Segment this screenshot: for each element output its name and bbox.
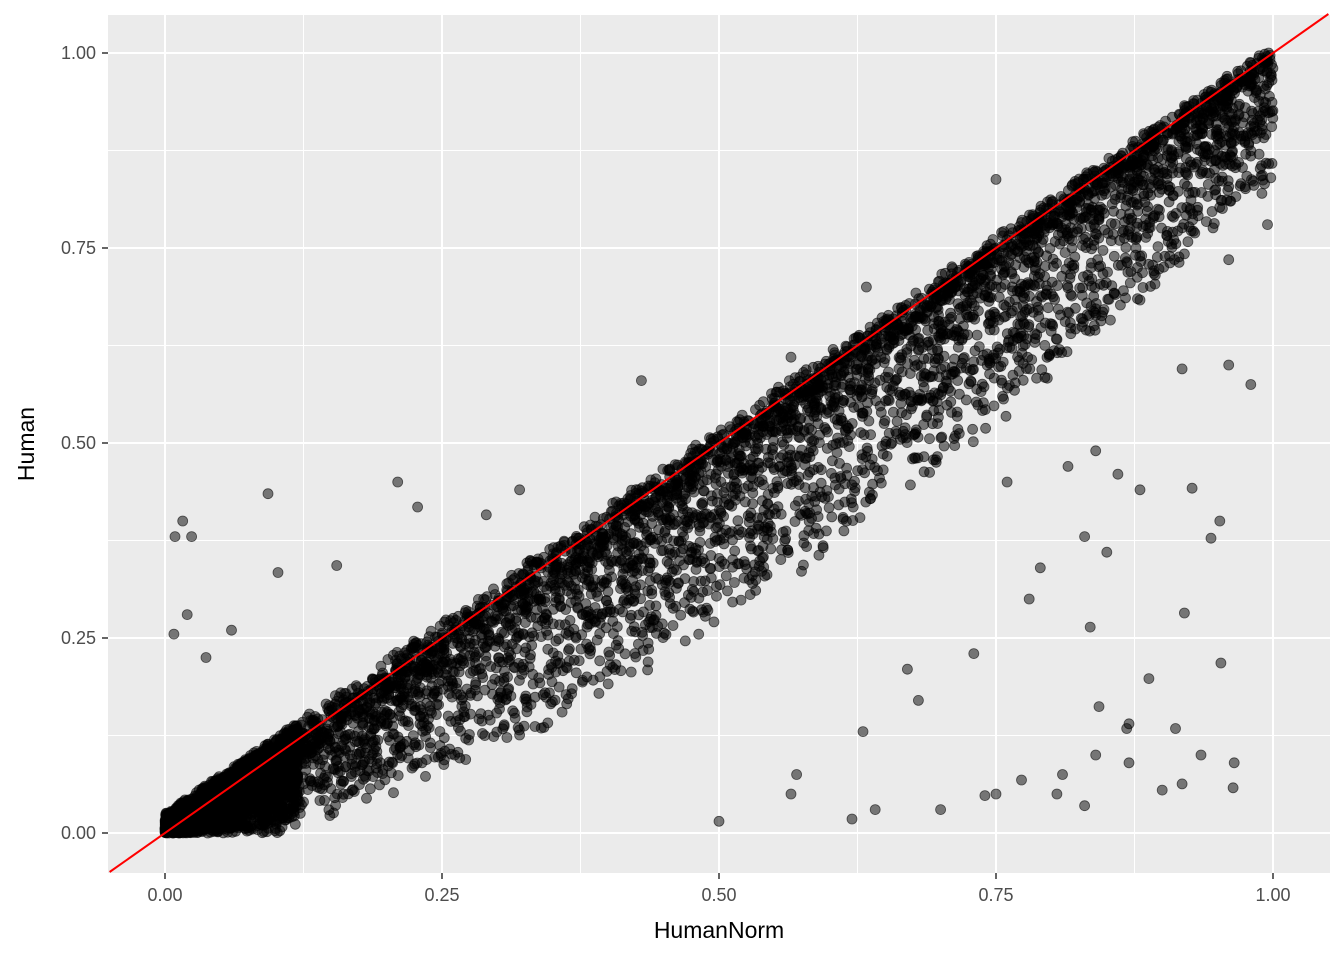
data-point (863, 370, 874, 382)
data-point (826, 511, 838, 523)
data-point (540, 608, 552, 620)
data-point (1000, 410, 1012, 422)
data-point (361, 792, 372, 804)
data-point (727, 596, 738, 608)
data-point (711, 580, 722, 592)
data-point (798, 537, 810, 549)
data-point (718, 486, 730, 498)
data-point (722, 585, 733, 597)
data-point (747, 498, 758, 510)
data-point (799, 482, 811, 494)
data-point (945, 307, 956, 319)
data-point (1158, 261, 1169, 273)
data-point (694, 521, 706, 533)
data-point (438, 759, 450, 770)
data-point (971, 329, 983, 341)
data-point (965, 375, 977, 387)
data-point (842, 435, 854, 446)
data-point (392, 770, 404, 781)
data-point (1179, 178, 1190, 189)
data-point (949, 440, 961, 452)
data-point (701, 474, 713, 486)
data-point (1061, 346, 1073, 358)
data-point (1152, 241, 1164, 253)
data-point (667, 602, 679, 614)
data-point (924, 433, 935, 445)
data-point (532, 620, 544, 632)
data-point (813, 549, 825, 561)
data-point (757, 396, 769, 408)
data-point (938, 350, 950, 362)
data-point (1202, 178, 1214, 190)
data-point (817, 540, 829, 552)
data-point (967, 436, 979, 448)
data-point (1137, 282, 1149, 293)
data-point (1246, 174, 1257, 186)
data-point (667, 620, 679, 631)
data-point (993, 291, 1005, 303)
data-point (1108, 250, 1120, 262)
data-point (1017, 374, 1029, 386)
data-point (535, 631, 547, 642)
data-point (883, 366, 894, 378)
data-point (827, 455, 838, 467)
data-point (1181, 153, 1192, 165)
data-point (636, 626, 648, 638)
data-point (594, 655, 606, 667)
data-point (553, 681, 565, 693)
data-point (514, 675, 525, 686)
data-point (952, 423, 964, 435)
data-points (159, 47, 1279, 839)
data-point (729, 577, 740, 588)
data-point (364, 783, 376, 795)
data-point (740, 440, 752, 452)
data-point (520, 642, 532, 654)
data-point (1045, 325, 1057, 337)
data-point (1066, 242, 1078, 254)
data-point (556, 706, 568, 718)
data-point (602, 678, 614, 690)
data-point (573, 655, 585, 667)
data-point (1097, 244, 1109, 256)
data-point (837, 395, 849, 407)
data-point (438, 732, 450, 744)
data-point (501, 732, 513, 743)
data-point (1140, 231, 1152, 243)
data-point (388, 787, 399, 799)
data-point (708, 616, 720, 628)
data-point (1260, 157, 1272, 169)
data-point (693, 628, 705, 640)
data-point (496, 626, 508, 638)
data-point (929, 353, 941, 365)
data-point (1033, 311, 1045, 323)
data-point (657, 463, 669, 475)
data-point (1266, 121, 1278, 133)
data-point (504, 654, 515, 666)
data-point (1002, 382, 1013, 394)
data-point (1170, 207, 1182, 219)
data-point (407, 730, 419, 741)
data-point (765, 543, 777, 555)
data-point (1149, 278, 1161, 290)
data-point (1088, 290, 1100, 302)
data-point (1042, 302, 1054, 314)
data-point (625, 666, 637, 678)
data-point (498, 719, 510, 731)
data-point (730, 494, 741, 506)
data-point (1132, 293, 1143, 305)
data-point (967, 423, 978, 435)
data-point (420, 771, 431, 782)
data-point (918, 353, 930, 365)
data-point (729, 545, 741, 557)
data-point (1088, 234, 1100, 246)
data-point (1039, 339, 1051, 351)
